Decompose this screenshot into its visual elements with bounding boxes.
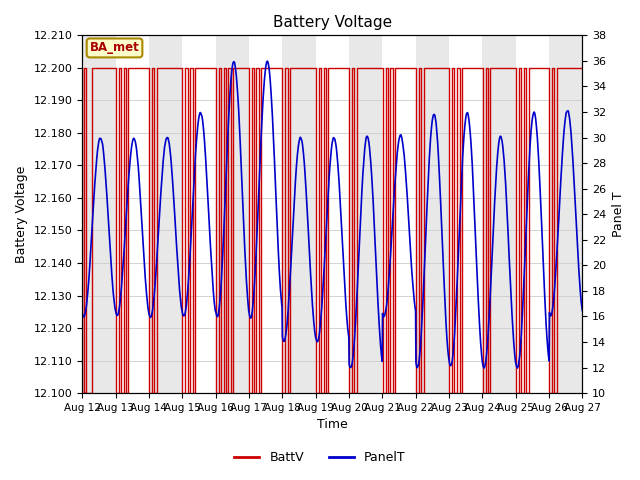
Bar (316, 36, 349, 393)
Bar (449, 36, 483, 393)
Bar (349, 36, 382, 393)
Bar (382, 36, 416, 393)
Bar (182, 36, 216, 393)
Bar (82, 36, 115, 393)
X-axis label: Time: Time (317, 419, 348, 432)
Title: Battery Voltage: Battery Voltage (273, 15, 392, 30)
Bar (483, 36, 516, 393)
Legend: BattV, PanelT: BattV, PanelT (229, 446, 411, 469)
Bar (416, 36, 449, 393)
Bar (149, 36, 182, 393)
Bar (282, 36, 316, 393)
Bar (516, 36, 549, 393)
Bar (549, 36, 582, 393)
Bar (249, 36, 282, 393)
Bar (216, 36, 249, 393)
Bar (115, 36, 149, 393)
Y-axis label: Battery Voltage: Battery Voltage (15, 166, 28, 263)
Y-axis label: Panel T: Panel T (612, 192, 625, 237)
Text: BA_met: BA_met (90, 41, 140, 54)
